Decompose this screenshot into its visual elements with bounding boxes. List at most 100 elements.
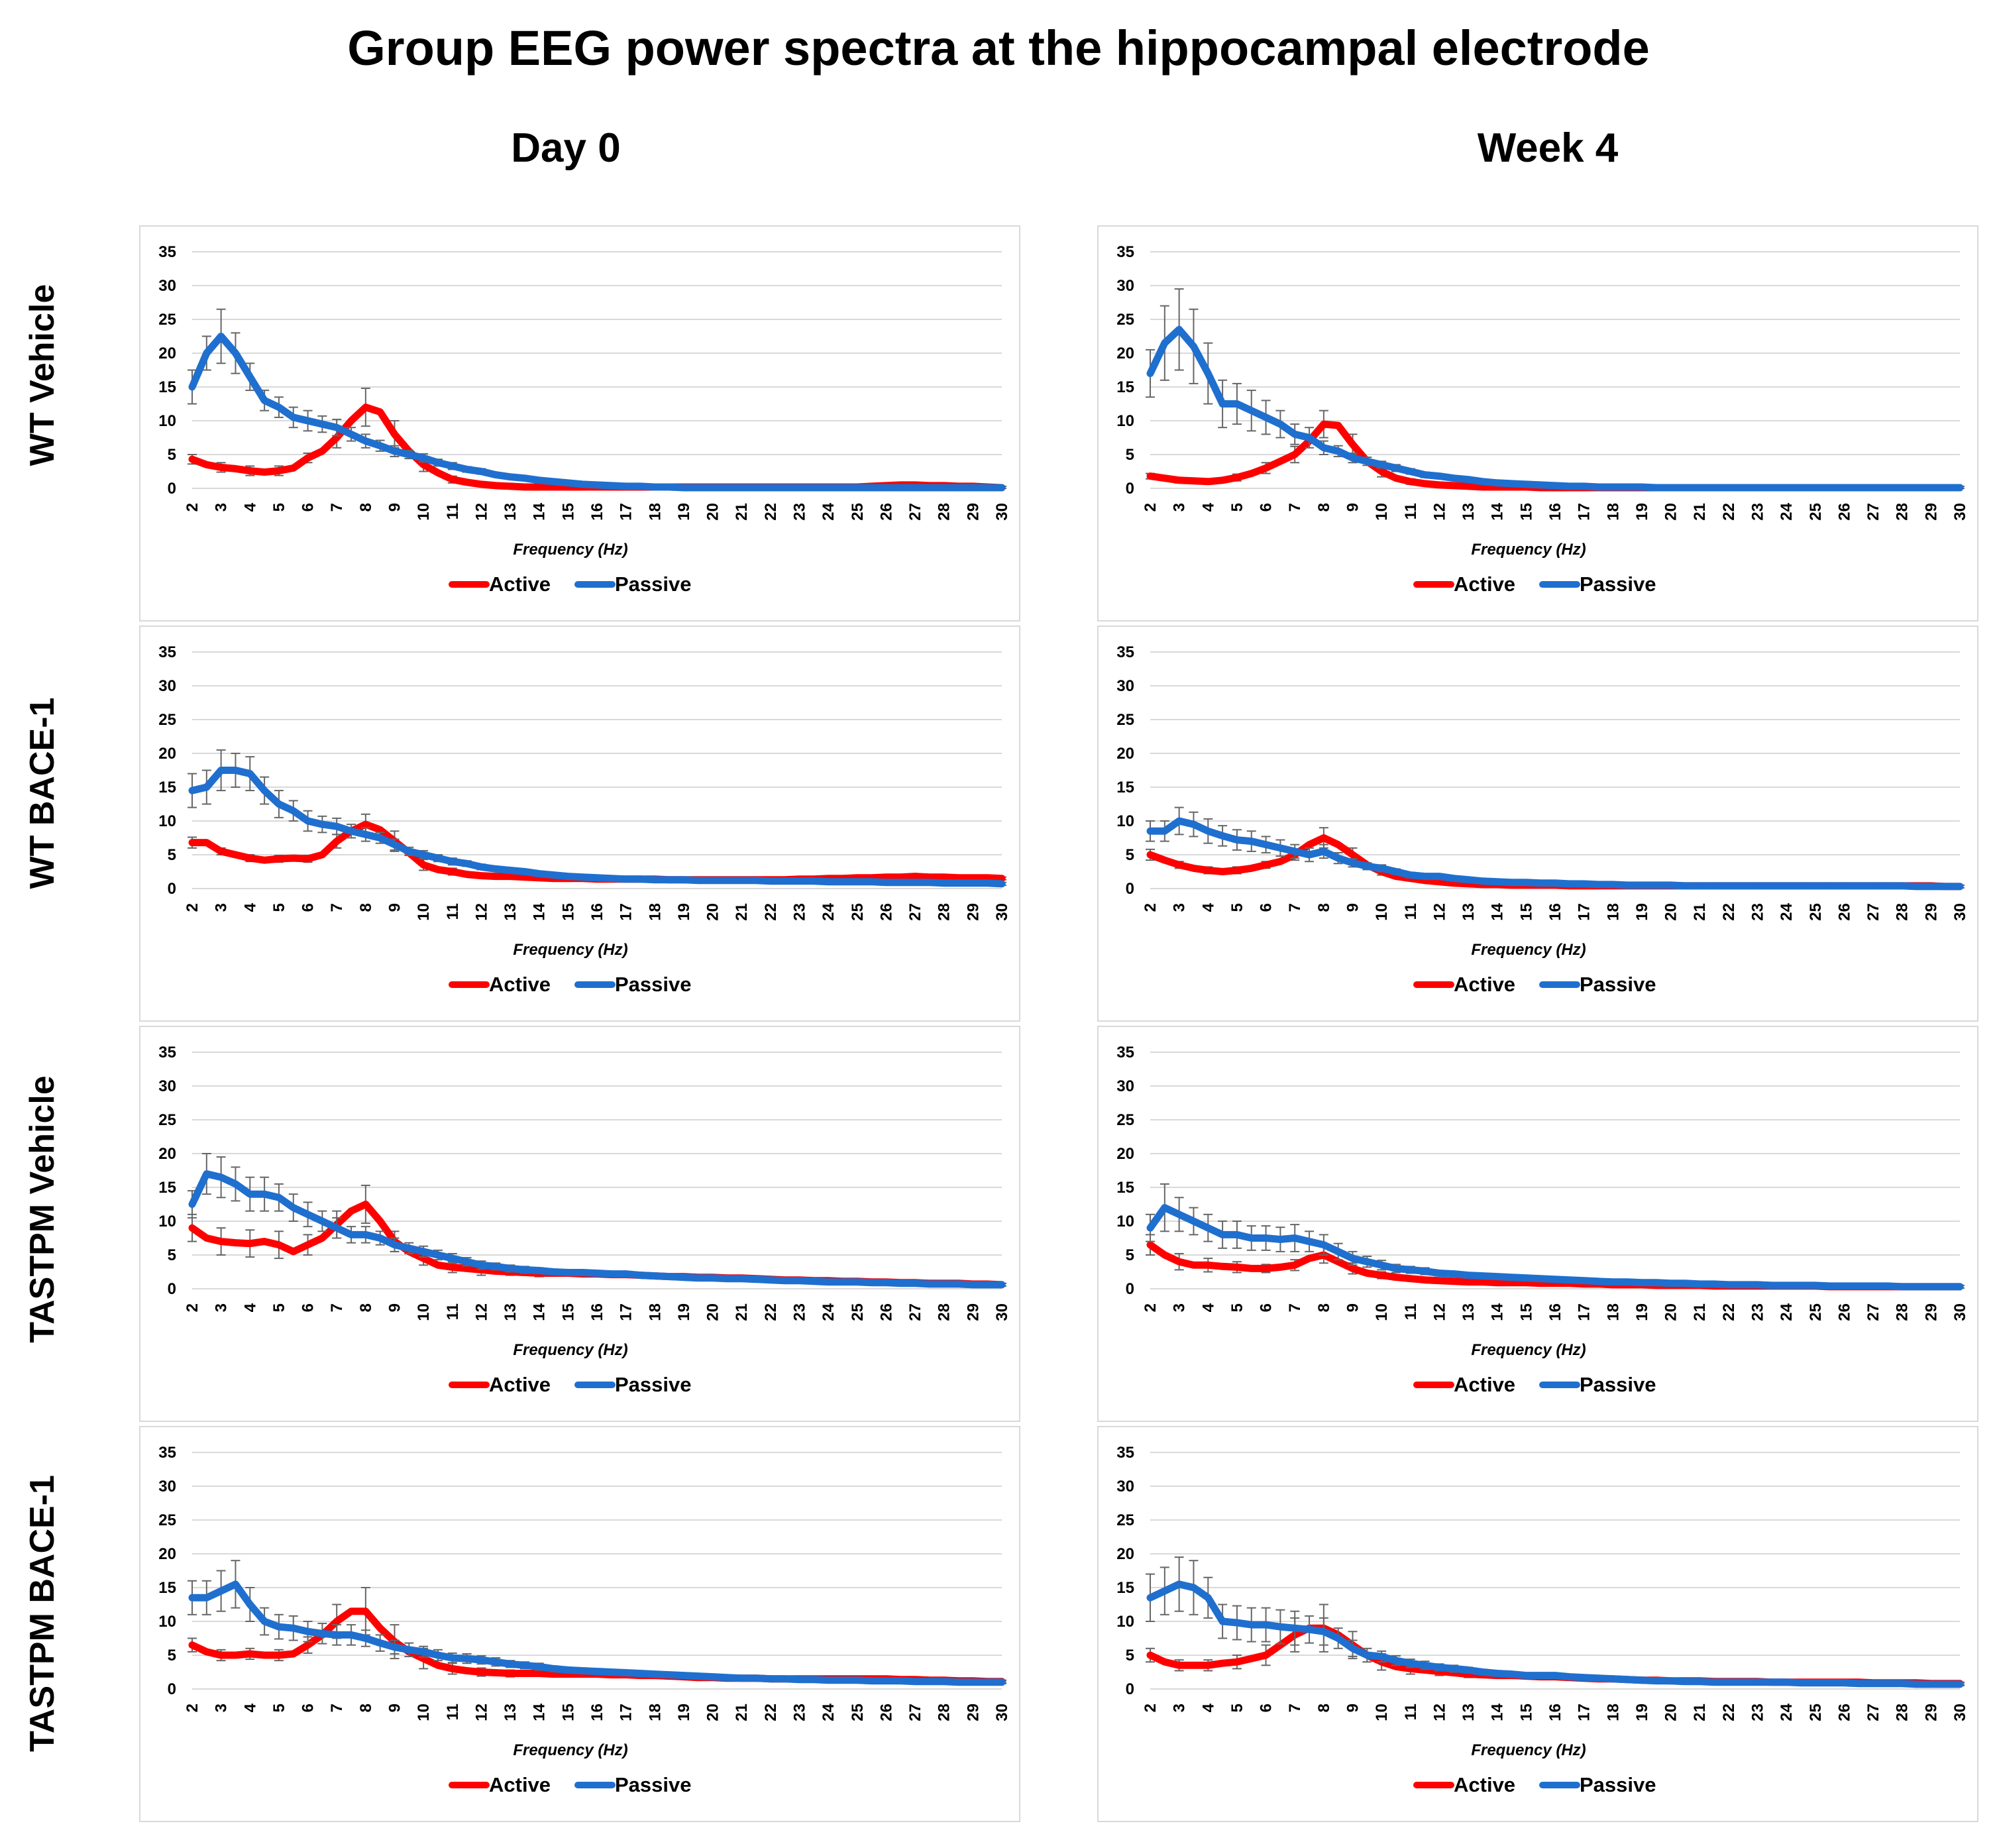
x-tick-label: 17 bbox=[618, 1303, 635, 1321]
x-tick-label: 16 bbox=[1546, 1704, 1564, 1721]
data-point bbox=[1323, 1244, 1324, 1246]
legend-label-passive: Passive bbox=[1580, 572, 1656, 596]
y-tick-label: 25 bbox=[1116, 1111, 1134, 1129]
data-point bbox=[1236, 869, 1238, 871]
data-point bbox=[437, 472, 439, 474]
data-point bbox=[741, 880, 742, 881]
data-point bbox=[452, 1266, 453, 1268]
x-axis-title: Frequency (Hz) bbox=[1471, 1741, 1586, 1759]
data-point bbox=[1554, 1675, 1556, 1676]
data-point bbox=[264, 1193, 265, 1195]
data-point bbox=[914, 1681, 916, 1682]
data-point bbox=[1381, 1275, 1382, 1276]
data-point bbox=[437, 1655, 439, 1656]
series-line-active bbox=[1146, 420, 1964, 492]
x-tick-label: 7 bbox=[1286, 503, 1304, 512]
x-tick-label: 17 bbox=[1576, 903, 1593, 921]
data-point bbox=[307, 1244, 309, 1246]
x-tick-label: 27 bbox=[906, 1303, 924, 1321]
data-point bbox=[1381, 867, 1382, 869]
x-tick-label: 27 bbox=[1864, 903, 1882, 921]
data-point bbox=[235, 1183, 236, 1185]
data-point bbox=[321, 1221, 323, 1222]
x-tick-label: 15 bbox=[1517, 503, 1535, 521]
data-point bbox=[452, 479, 453, 480]
data-point bbox=[1728, 1284, 1729, 1285]
data-point bbox=[1395, 1660, 1397, 1661]
data-point bbox=[1843, 1285, 1845, 1287]
data-point bbox=[206, 1173, 207, 1175]
data-point bbox=[278, 1244, 280, 1246]
data-point bbox=[351, 830, 352, 832]
data-point bbox=[828, 1281, 829, 1283]
data-point bbox=[611, 878, 612, 879]
data-point bbox=[1352, 1258, 1353, 1259]
data-point bbox=[1193, 480, 1194, 482]
data-point bbox=[293, 857, 294, 859]
y-tick-label: 20 bbox=[158, 745, 176, 763]
data-point bbox=[1757, 487, 1758, 488]
x-tick-label: 5 bbox=[270, 1704, 288, 1712]
x-tick-label: 18 bbox=[1604, 1303, 1622, 1321]
x-tick-label: 9 bbox=[1344, 1303, 1362, 1312]
chart-panel-tastpm-bace-1-week-4: 0 5 10 15 20 25 30 35 2 3 4 5 6 7 8 9 10 11 12 13 14 15 16 17 18… bbox=[1097, 1426, 1978, 1822]
data-point bbox=[871, 877, 873, 879]
data-point bbox=[712, 487, 714, 488]
y-tick-label: 10 bbox=[158, 1613, 176, 1631]
x-tick-label: 20 bbox=[1662, 503, 1680, 521]
chart-panel-tastpm-bace-1-day-0: 0 5 10 15 20 25 30 35 2 3 4 5 6 7 8 9 10 11 12 13 14 15 16 17 18… bbox=[139, 1426, 1020, 1822]
x-tick-label: 20 bbox=[704, 903, 722, 921]
x-tick-label: 5 bbox=[1228, 1303, 1246, 1312]
data-point bbox=[365, 407, 366, 408]
x-tick-label: 23 bbox=[791, 1303, 809, 1321]
data-point bbox=[582, 1670, 583, 1671]
x-tick-label: 23 bbox=[791, 1704, 809, 1721]
x-tick-label: 11 bbox=[1402, 1303, 1420, 1320]
data-point bbox=[1438, 1273, 1440, 1274]
x-tick-label: 12 bbox=[472, 903, 490, 921]
data-point bbox=[1786, 487, 1787, 488]
data-point bbox=[293, 810, 294, 812]
x-tick-label: 9 bbox=[386, 1303, 404, 1312]
data-point bbox=[1843, 1682, 1845, 1684]
x-tick-label: 17 bbox=[618, 1704, 635, 1721]
y-tick-label: 10 bbox=[1116, 1213, 1134, 1230]
y-tick-label: 20 bbox=[158, 1145, 176, 1163]
x-tick-label: 27 bbox=[1864, 503, 1882, 521]
x-tick-label: 25 bbox=[849, 503, 867, 521]
data-point bbox=[293, 1653, 294, 1655]
data-point bbox=[1193, 1221, 1194, 1222]
data-point bbox=[885, 487, 887, 488]
y-tick-label: 10 bbox=[158, 812, 176, 830]
data-point bbox=[770, 1678, 771, 1680]
y-tick-label: 0 bbox=[168, 1280, 176, 1298]
series-line-passive bbox=[1146, 1580, 1964, 1688]
data-point bbox=[1193, 346, 1194, 347]
data-point bbox=[799, 487, 800, 488]
data-point bbox=[1164, 830, 1165, 832]
data-point bbox=[1251, 410, 1252, 411]
x-tick-label: 26 bbox=[877, 503, 895, 521]
data-point bbox=[394, 1244, 395, 1246]
x-tick-label: 29 bbox=[1922, 503, 1940, 521]
data-point bbox=[394, 433, 395, 435]
x-tick-label: 17 bbox=[618, 503, 635, 521]
x-tick-label: 20 bbox=[704, 1704, 722, 1721]
x-tick-label: 8 bbox=[357, 903, 375, 912]
x-tick-label: 21 bbox=[1691, 503, 1709, 521]
data-point bbox=[1684, 1681, 1686, 1682]
x-tick-label: 25 bbox=[1807, 903, 1825, 921]
data-point bbox=[264, 790, 265, 791]
data-point bbox=[770, 1279, 771, 1281]
y-tick-label: 5 bbox=[1126, 446, 1134, 464]
x-tick-label: 24 bbox=[1778, 902, 1796, 920]
data-point bbox=[596, 484, 598, 486]
x-tick-label: 10 bbox=[415, 903, 433, 921]
data-point bbox=[278, 407, 280, 408]
chart-panel-tastpm-vehicle-week-4: 0 5 10 15 20 25 30 35 2 3 4 5 6 7 8 9 10 11 12 13 14 15 16 17 18… bbox=[1097, 1026, 1978, 1422]
row-label-wt-bace-1: WT BACE-1 bbox=[23, 697, 62, 889]
data-point bbox=[1757, 1284, 1758, 1285]
data-point bbox=[278, 1655, 280, 1656]
data-point bbox=[1468, 883, 1469, 885]
x-tick-label: 23 bbox=[1749, 903, 1767, 921]
